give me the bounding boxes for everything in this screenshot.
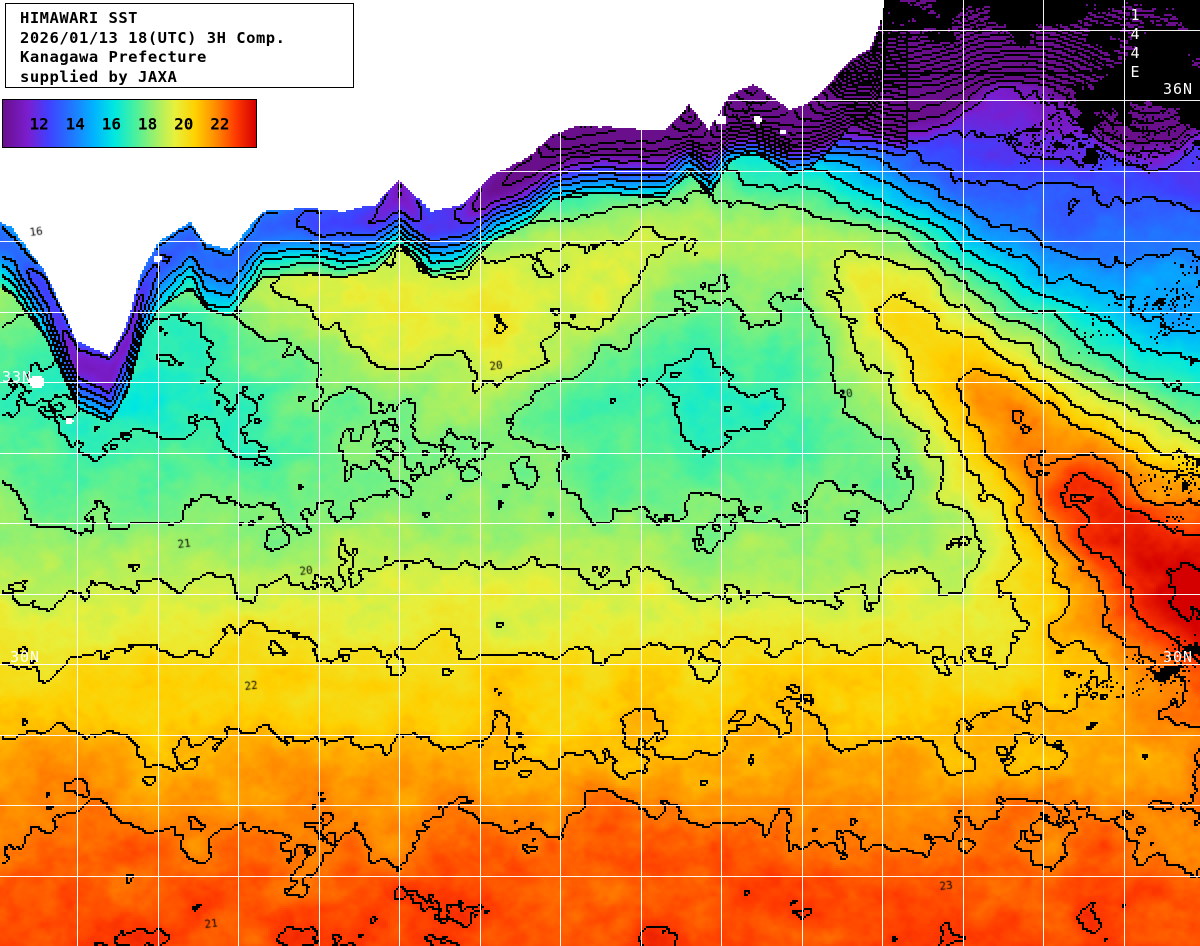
colorbar-gradient bbox=[3, 100, 256, 147]
sst-colorbar: 12 14 16 18 20 22 bbox=[2, 99, 257, 148]
lat-label-36N-0: 36N bbox=[1163, 80, 1194, 98]
title-box: HIMAWARI SST 2026/01/13 18(UTC) 3H Comp.… bbox=[5, 3, 354, 88]
lat-label-33N-1: 33N bbox=[2, 368, 33, 386]
lon-label-144E: 144E bbox=[1126, 6, 1144, 82]
title-line-datetime: 2026/01/13 18(UTC) 3H Comp. bbox=[20, 28, 286, 47]
lat-label-30N-2: 30N bbox=[10, 648, 41, 666]
colorbar-tick-16: 16 bbox=[101, 114, 122, 133]
colorbar-tick-18: 18 bbox=[137, 114, 158, 133]
colorbar-tick-22: 22 bbox=[210, 114, 230, 133]
title-line-source: supplied by JAXA bbox=[20, 67, 178, 86]
title-line-product: HIMAWARI SST bbox=[20, 9, 138, 27]
title-line-provider: Kanagawa Prefecture bbox=[20, 48, 207, 66]
lon-label-136E: 136E bbox=[482, 6, 500, 82]
colorbar-tick-20: 20 bbox=[174, 114, 194, 133]
colorbar-tick-labels: 12 14 16 18 20 22 bbox=[3, 100, 256, 147]
lat-label-30N-3: 30N bbox=[1163, 648, 1194, 666]
colorbar-tick-12: 12 bbox=[29, 114, 49, 133]
colorbar-tick-14: 14 bbox=[65, 114, 85, 133]
